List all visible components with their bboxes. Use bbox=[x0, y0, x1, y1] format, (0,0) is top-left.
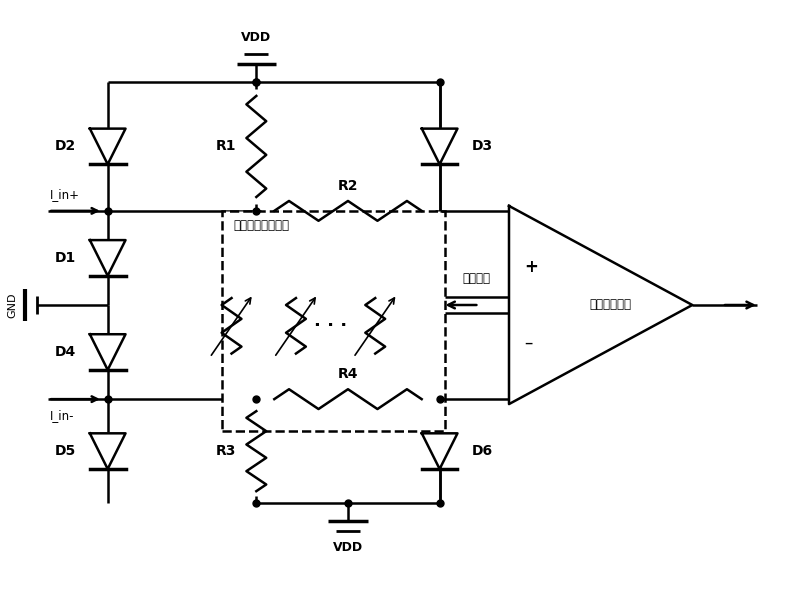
Text: R4: R4 bbox=[338, 367, 358, 381]
Text: +: + bbox=[524, 259, 538, 276]
Polygon shape bbox=[90, 334, 126, 370]
Text: R2: R2 bbox=[338, 179, 358, 193]
Text: D1: D1 bbox=[54, 251, 76, 265]
Text: 信号转换模块: 信号转换模块 bbox=[590, 298, 631, 312]
Polygon shape bbox=[90, 433, 126, 469]
Polygon shape bbox=[90, 129, 126, 164]
Text: VDD: VDD bbox=[242, 31, 271, 45]
Text: I_in-: I_in- bbox=[50, 409, 74, 422]
Text: · · ·: · · · bbox=[314, 317, 347, 335]
Bar bbox=[222, 211, 445, 431]
Text: 可调匹配电阵模块: 可调匹配电阵模块 bbox=[234, 219, 290, 232]
Text: I_in+: I_in+ bbox=[50, 188, 80, 201]
Polygon shape bbox=[422, 433, 458, 469]
Text: D3: D3 bbox=[471, 140, 493, 154]
Text: D2: D2 bbox=[54, 140, 76, 154]
Text: 控制信号: 控制信号 bbox=[462, 272, 490, 285]
Text: D6: D6 bbox=[471, 444, 493, 458]
Text: D4: D4 bbox=[54, 345, 76, 359]
Text: GND: GND bbox=[7, 292, 18, 318]
Text: –: – bbox=[524, 334, 532, 351]
Text: VDD: VDD bbox=[333, 541, 363, 554]
Polygon shape bbox=[509, 206, 692, 404]
Polygon shape bbox=[422, 129, 458, 164]
Polygon shape bbox=[90, 240, 126, 276]
Text: R3: R3 bbox=[216, 444, 237, 458]
Text: D5: D5 bbox=[54, 444, 76, 458]
Text: R1: R1 bbox=[216, 140, 237, 154]
